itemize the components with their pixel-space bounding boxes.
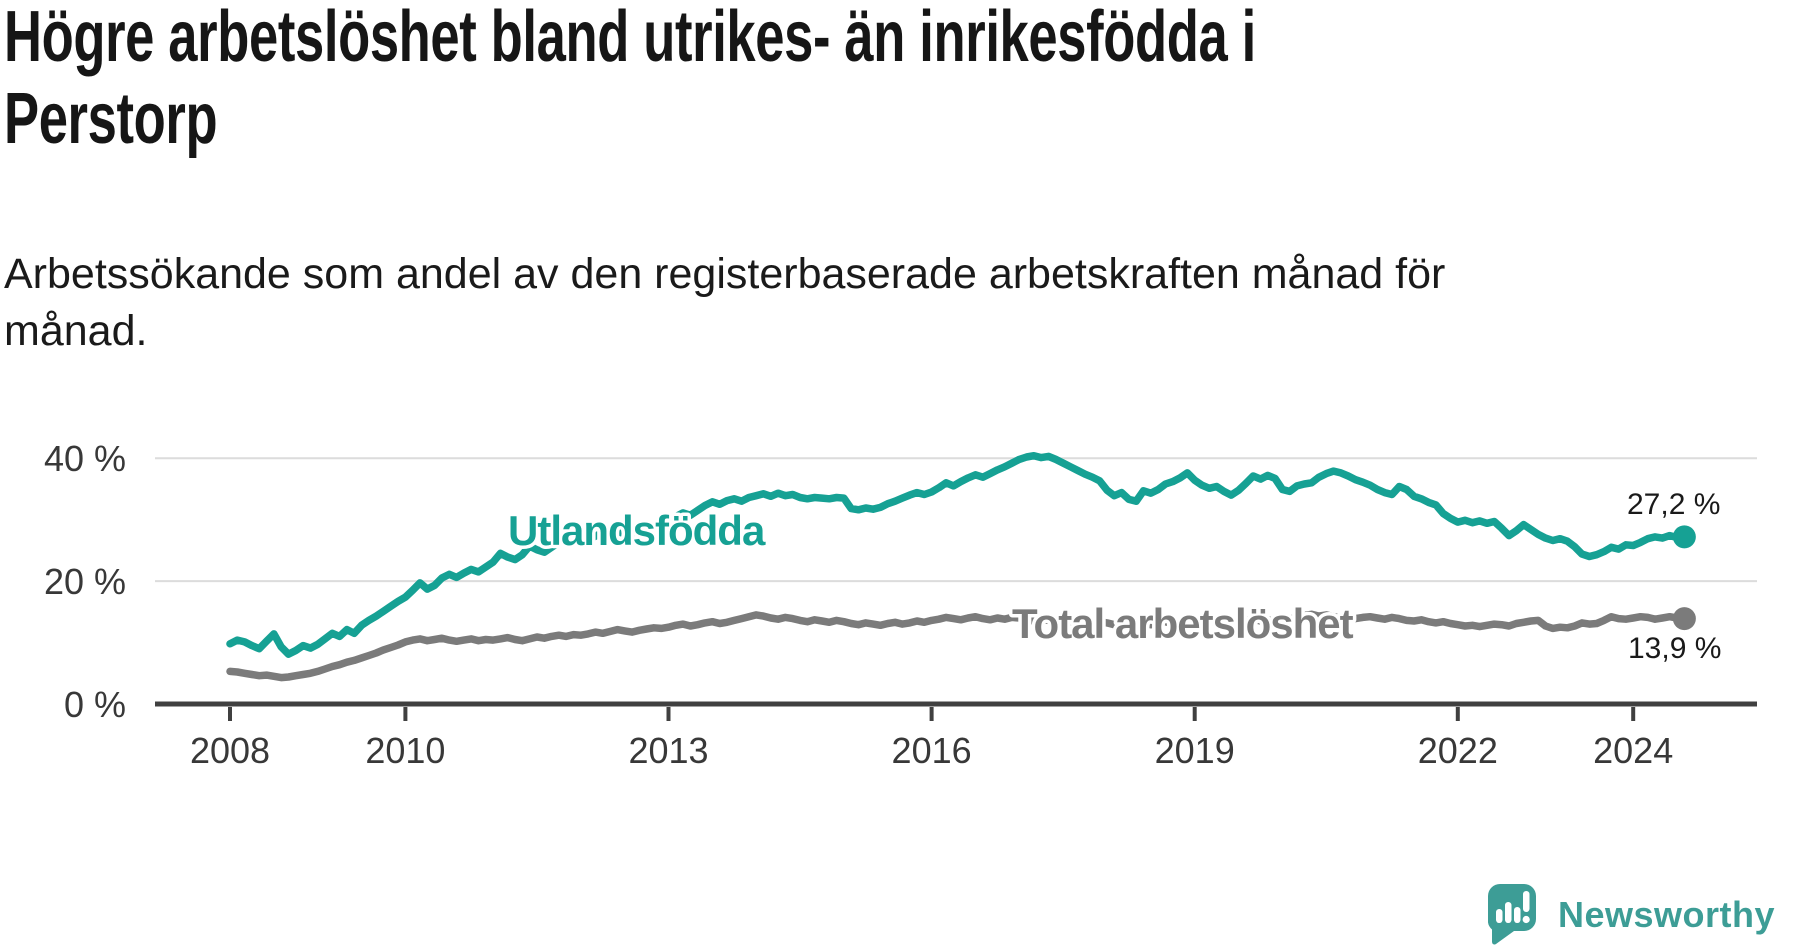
brand-footer: Newsworthy: [1488, 884, 1775, 946]
brand-name: Newsworthy: [1558, 894, 1776, 935]
x-axis-tick-label: 2008: [190, 730, 270, 771]
page-title-line-2: Perstorp: [4, 79, 218, 159]
chart-subtitle-line-1: Arbetssökande som andel av den registerb…: [4, 250, 1446, 298]
chart-subtitle-line-2: månad.: [4, 307, 148, 355]
series-end-dot-1: [1672, 607, 1696, 631]
series-line-1: [226, 610, 1689, 682]
x-axis-tick-label: 2010: [365, 730, 445, 771]
page-title: Högre arbetslöshet bland utrikes- än inr…: [4, 0, 1256, 160]
chart-subtitle: Arbetssökande som andel av den registerb…: [4, 246, 1445, 360]
y-axis-tick-label: 40 %: [44, 438, 126, 479]
x-axis-tick-label: 2022: [1418, 730, 1498, 771]
y-axis-tick-label: 0 %: [64, 684, 126, 725]
series-end-dot-0: [1672, 525, 1696, 549]
page-title-line-1: Högre arbetslöshet bland utrikes- än inr…: [4, 0, 1256, 77]
series-label-0: Utlandsfödda: [508, 507, 766, 554]
x-axis-tick-label: 2016: [892, 730, 972, 771]
x-axis-tick-label: 2013: [628, 730, 708, 771]
x-axis-tick-label: 2019: [1155, 730, 1235, 771]
series-label-1: Total arbetslöshet: [1012, 600, 1354, 647]
series-end-value-0: 27,2 %: [1627, 488, 1720, 521]
series-line-0: [226, 451, 1689, 658]
x-axis-tick-label: 2024: [1593, 730, 1673, 771]
newsworthy-logo-icon: [1488, 884, 1536, 945]
series-end-value-1: 13,9 %: [1628, 632, 1721, 665]
y-axis-tick-label: 20 %: [44, 561, 126, 602]
